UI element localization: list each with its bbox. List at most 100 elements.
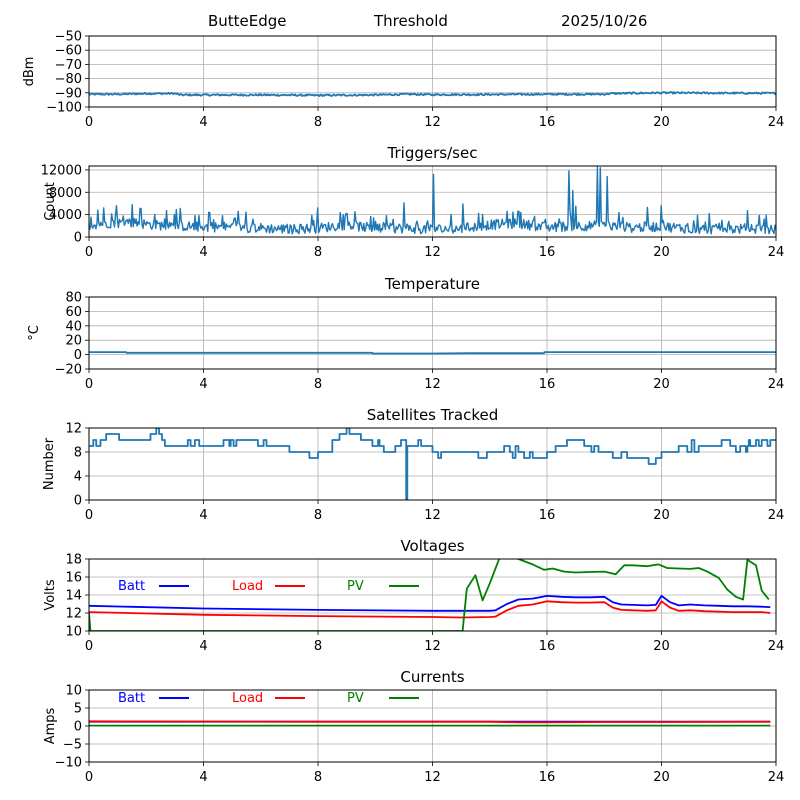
legend-label-pv: PV [347, 579, 364, 594]
legend-label-load: Load [232, 579, 263, 594]
legend-label-batt: Batt [118, 691, 145, 706]
y-tick-label: −10 [55, 756, 82, 771]
x-tick-label: 16 [539, 639, 556, 654]
x-tick-label: 12 [424, 115, 441, 130]
x-tick-label: 8 [314, 245, 322, 260]
x-tick-label: 20 [653, 770, 670, 785]
y-tick-label: −80 [55, 72, 82, 87]
x-tick-label: 0 [85, 377, 93, 392]
x-tick-label: 8 [314, 508, 322, 523]
y-tick-label: 10 [65, 625, 82, 640]
x-tick-label: 24 [768, 377, 785, 392]
y-tick-label: 5 [74, 702, 82, 717]
y-tick-label: 0 [74, 231, 82, 246]
y-tick-label: −5 [63, 738, 82, 753]
x-tick-label: 20 [653, 508, 670, 523]
y-axis-label: °C [27, 325, 42, 341]
x-tick-label: 8 [314, 770, 322, 785]
y-tick-label: 0 [74, 720, 82, 735]
y-tick-label: 12000 [41, 163, 82, 178]
x-tick-label: 16 [539, 508, 556, 523]
legend-label-batt: Batt [118, 579, 145, 594]
y-tick-label: 20 [65, 334, 82, 349]
x-tick-label: 12 [424, 639, 441, 654]
x-tick-label: 16 [539, 377, 556, 392]
x-tick-label: 12 [424, 377, 441, 392]
y-tick-label: 60 [65, 305, 82, 320]
series-line-load [89, 720, 771, 724]
header-mode: Threshold [374, 12, 448, 30]
x-tick-label: 0 [85, 770, 93, 785]
panel-triggers: 0 4 8 12 16 20 24 0 4000 8000 12000 Triggers/sec Cou… [41, 144, 785, 260]
x-tick-label: 24 [768, 508, 785, 523]
header-station: ButteEdge [208, 12, 287, 30]
y-tick-label: −60 [55, 44, 82, 59]
chart-title: Temperature [384, 275, 480, 293]
y-axis-label: Count [43, 182, 58, 221]
x-tick-label: 24 [768, 245, 785, 260]
panel-currents: 0 4 8 12 16 20 24 −10 −5 0 5 10 Currents Amps Batt Load… [43, 668, 784, 785]
panel-satellites: 0 4 8 12 16 20 24 0 4 8 12 Satellites Tracked Number [42, 406, 784, 523]
x-tick-label: 20 [653, 245, 670, 260]
series-line-noise [89, 91, 776, 97]
chart-title: Triggers/sec [387, 144, 478, 162]
panel-noise: 0 4 8 12 16 20 24 −100−90−80−70−60−50 dBm [22, 30, 784, 131]
y-tick-label: 12 [65, 607, 82, 622]
y-tick-label: −70 [55, 58, 82, 73]
x-tick-label: 12 [424, 245, 441, 260]
series-line-temperature [89, 351, 776, 355]
x-tick-label: 0 [85, 508, 93, 523]
series-line-satellites [89, 428, 776, 500]
x-tick-label: 0 [85, 639, 93, 654]
x-tick-label: 8 [314, 377, 322, 392]
y-tick-label: −90 [55, 86, 82, 101]
y-axis-label: dBm [22, 57, 37, 87]
x-tick-label: 4 [199, 377, 207, 392]
x-tick-label: 0 [85, 245, 93, 260]
y-tick-label: −20 [55, 363, 82, 378]
series-line-load [89, 600, 771, 619]
panel-voltages: 0 4 8 12 16 20 24 10 12 14 16 18 Voltages Volts Batt Lo… [43, 537, 784, 654]
x-tick-label: 20 [653, 115, 670, 130]
x-tick-label: 24 [768, 639, 785, 654]
header-date: 2025/10/26 [561, 12, 648, 30]
chart-title: Satellites Tracked [367, 406, 498, 424]
x-tick-label: 24 [768, 770, 785, 785]
y-tick-label: 4 [74, 470, 82, 485]
x-tick-label: 4 [199, 508, 207, 523]
y-tick-label: 80 [65, 291, 82, 306]
x-tick-label: 16 [539, 115, 556, 130]
x-tick-label: 8 [314, 115, 322, 130]
x-tick-label: 8 [314, 639, 322, 654]
x-tick-label: 4 [199, 770, 207, 785]
y-axis-label: Number [42, 437, 57, 490]
y-tick-label: 8000 [49, 186, 82, 201]
x-tick-label: 20 [653, 377, 670, 392]
chart-title: Currents [400, 668, 464, 686]
y-tick-label: 8 [74, 446, 82, 461]
y-tick-label: 16 [65, 571, 82, 586]
y-tick-label: −50 [55, 30, 82, 45]
legend-label-pv: PV [347, 691, 364, 706]
x-tick-label: 0 [85, 115, 93, 130]
x-tick-label: 4 [199, 245, 207, 260]
y-tick-label: 0 [74, 494, 82, 509]
series-line-triggers [89, 166, 776, 235]
y-tick-label: 10 [65, 684, 82, 699]
y-tick-label: 40 [65, 319, 82, 334]
legend-label-load: Load [232, 691, 263, 706]
x-tick-label: 16 [539, 245, 556, 260]
y-tick-label: 0 [74, 348, 82, 363]
y-tick-label: 4000 [49, 208, 82, 223]
x-tick-label: 20 [653, 639, 670, 654]
chart-title: Voltages [400, 537, 464, 555]
y-tick-label: 12 [65, 422, 82, 437]
x-tick-label: 12 [424, 508, 441, 523]
x-tick-label: 24 [768, 115, 785, 130]
x-tick-label: 12 [424, 770, 441, 785]
series-line-batt [89, 595, 771, 612]
x-tick-label: 16 [539, 770, 556, 785]
x-tick-label: 4 [199, 115, 207, 130]
